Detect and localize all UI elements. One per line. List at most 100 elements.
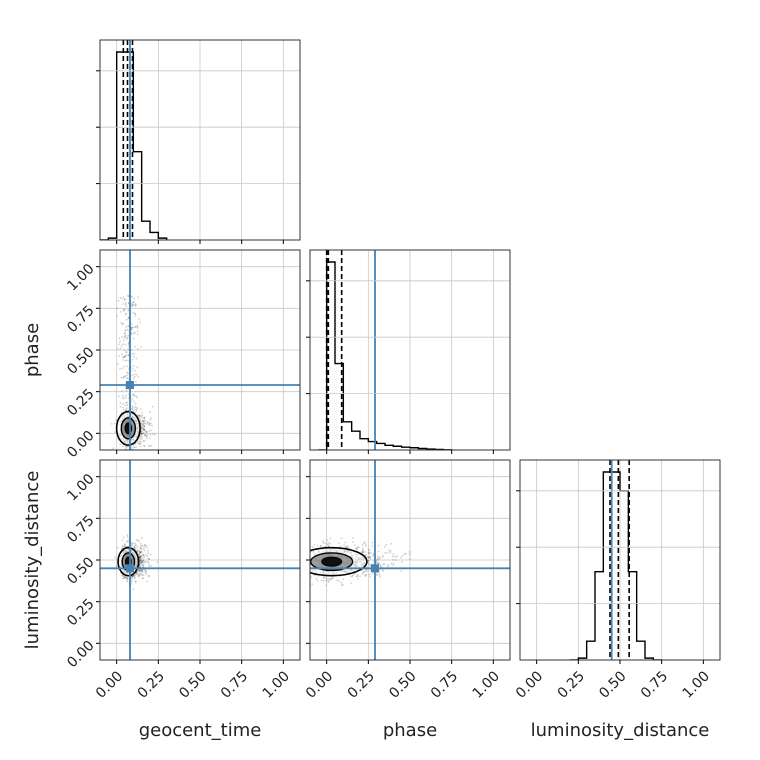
scatter-point bbox=[120, 344, 123, 347]
scatter-point bbox=[353, 544, 356, 547]
scatter-point bbox=[142, 559, 145, 562]
scatter-point bbox=[126, 404, 128, 406]
scatter-point bbox=[130, 326, 133, 329]
scatter-point bbox=[389, 551, 392, 554]
scatter-point bbox=[124, 313, 127, 316]
scatter-point bbox=[390, 562, 393, 565]
scatter-point bbox=[122, 403, 124, 405]
scatter-point bbox=[355, 548, 358, 550]
scatter-point bbox=[148, 558, 151, 561]
scatter-point bbox=[134, 331, 136, 334]
scatter-point bbox=[122, 309, 125, 312]
scatter-point bbox=[144, 423, 147, 425]
scatter-point bbox=[121, 336, 123, 339]
scatter-point bbox=[137, 440, 139, 442]
scatter-point bbox=[124, 397, 127, 400]
y-tick-label: 0.50 bbox=[64, 554, 97, 587]
x-tick-label: 0.25 bbox=[555, 668, 588, 701]
scatter-point bbox=[325, 577, 328, 580]
scatter-point bbox=[145, 434, 148, 437]
scatter-point bbox=[368, 552, 371, 555]
scatter-point bbox=[139, 445, 142, 448]
scatter-point bbox=[142, 432, 145, 435]
scatter-point bbox=[121, 353, 123, 356]
scatter-point bbox=[149, 553, 152, 556]
scatter-point bbox=[139, 555, 142, 558]
scatter-point bbox=[148, 430, 151, 433]
scatter-point bbox=[141, 433, 144, 436]
scatter-point bbox=[308, 579, 310, 581]
scatter-point bbox=[134, 375, 136, 378]
scatter-point bbox=[149, 424, 152, 427]
scatter-point bbox=[390, 542, 393, 545]
scatter-point bbox=[147, 574, 150, 577]
scatter-point bbox=[135, 406, 138, 409]
scatter-point bbox=[146, 434, 149, 436]
scatter-point bbox=[144, 433, 147, 436]
y-tick-label: 0.00 bbox=[64, 428, 97, 461]
scatter-point bbox=[140, 346, 142, 349]
scatter-point bbox=[149, 418, 152, 421]
scatter-point bbox=[139, 544, 142, 547]
scatter-point bbox=[122, 396, 125, 399]
scatter-point bbox=[136, 327, 139, 329]
scatter-point bbox=[134, 315, 137, 318]
scatter-point bbox=[124, 545, 126, 548]
x-axis-label: luminosity_distance bbox=[531, 720, 710, 741]
x-tick-label: 1.00 bbox=[260, 668, 293, 701]
scatter-point bbox=[369, 575, 371, 578]
scatter-point bbox=[139, 557, 142, 559]
scatter-point bbox=[150, 417, 152, 420]
scatter-point bbox=[127, 377, 129, 380]
scatter-point bbox=[132, 393, 135, 396]
scatter-point bbox=[304, 560, 306, 562]
scatter-point bbox=[328, 578, 331, 581]
panel-content bbox=[100, 460, 300, 660]
scatter-point bbox=[124, 576, 126, 579]
scatter-point bbox=[320, 544, 322, 547]
scatter-point bbox=[122, 296, 125, 299]
scatter-point bbox=[137, 415, 140, 418]
scatter-point bbox=[132, 303, 135, 306]
scatter-point bbox=[375, 574, 378, 577]
scatter-point bbox=[368, 556, 371, 559]
scatter-point bbox=[133, 576, 136, 579]
scatter-point bbox=[143, 434, 146, 437]
scatter-point bbox=[124, 329, 127, 332]
scatter-point bbox=[356, 573, 359, 576]
scatter-point bbox=[367, 551, 370, 554]
scatter-point bbox=[124, 454, 126, 456]
scatter-point bbox=[122, 575, 124, 578]
scatter-point bbox=[307, 561, 309, 563]
scatter-point bbox=[142, 553, 145, 556]
scatter-point bbox=[139, 408, 142, 411]
scatter-point bbox=[146, 580, 148, 583]
y-tick-label: 0.75 bbox=[64, 513, 97, 546]
scatter-point bbox=[325, 584, 328, 587]
scatter-point bbox=[121, 367, 124, 370]
scatter-point bbox=[132, 311, 134, 314]
scatter-point bbox=[394, 559, 397, 561]
scatter-point bbox=[377, 558, 380, 561]
scatter-point bbox=[131, 326, 134, 329]
scatter-point bbox=[143, 546, 146, 549]
scatter-point bbox=[331, 577, 334, 580]
y-tick-label: 0.00 bbox=[64, 638, 97, 671]
x-tick-label: 0.00 bbox=[93, 668, 126, 701]
scatter-point bbox=[139, 561, 142, 564]
scatter-point bbox=[356, 575, 359, 578]
scatter-point bbox=[344, 541, 347, 544]
scatter-point bbox=[130, 327, 133, 330]
scatter-point bbox=[142, 554, 145, 557]
scatter-point bbox=[361, 551, 364, 554]
scatter-point bbox=[127, 372, 129, 375]
scatter-point bbox=[368, 562, 370, 565]
scatter-point bbox=[132, 575, 135, 578]
y-tick-label: 0.25 bbox=[64, 596, 97, 629]
scatter-point bbox=[327, 579, 330, 582]
scatter-point bbox=[146, 421, 149, 424]
scatter-point bbox=[122, 322, 125, 325]
scatter-point bbox=[119, 405, 122, 408]
scatter-point bbox=[376, 573, 379, 576]
